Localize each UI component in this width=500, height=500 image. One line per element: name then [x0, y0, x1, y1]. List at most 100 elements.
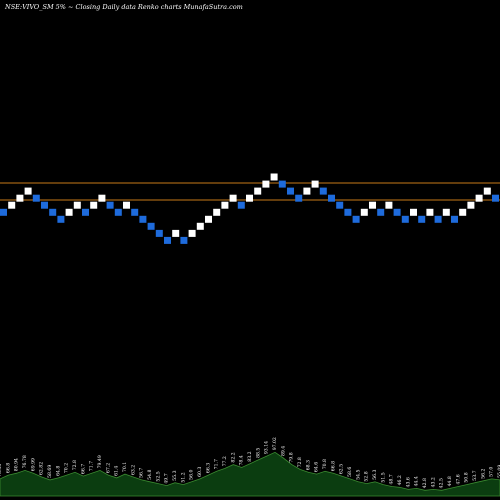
volume-label: 55.09	[497, 465, 500, 478]
renko-brick	[24, 187, 32, 195]
renko-brick	[155, 229, 163, 237]
renko-brick	[8, 201, 16, 209]
volume-label: 43.6	[405, 477, 411, 487]
renko-brick	[426, 208, 434, 216]
volume-label: 54.8	[147, 469, 153, 479]
renko-brick	[106, 201, 114, 209]
volume-label: 63.2	[130, 465, 136, 475]
renko-brick	[287, 187, 294, 195]
volume-label: 62.82	[39, 462, 45, 475]
volume-label: 46.2	[397, 475, 403, 485]
renko-brick	[229, 194, 237, 202]
volume-label: 66.7	[80, 464, 86, 474]
renko-brick	[418, 215, 426, 223]
volume-label: 76.78	[22, 455, 28, 468]
renko-brick	[221, 201, 229, 209]
renko-brick	[82, 208, 89, 216]
renko-brick	[90, 201, 98, 209]
volume-label: 89.4	[280, 446, 286, 456]
renko-brick	[164, 236, 171, 244]
volume-label: 44.8	[447, 476, 453, 486]
renko-brick	[114, 208, 122, 216]
renko-brick	[270, 173, 278, 181]
volume-label: 70.8	[322, 459, 328, 469]
volume-label: 80.94	[14, 458, 20, 471]
renko-brick	[262, 180, 270, 188]
renko-brick	[369, 201, 376, 209]
renko-brick	[434, 215, 442, 223]
renko-brick	[16, 194, 24, 202]
volume-label: 72.8	[72, 460, 78, 470]
volume-label: 56.2	[480, 468, 486, 478]
renko-brick	[49, 208, 57, 216]
renko-brick	[303, 187, 311, 195]
renko-brick	[65, 208, 73, 216]
renko-brick	[295, 194, 303, 202]
volume-label: 78.4	[239, 455, 245, 465]
volume-label: 42.5	[439, 478, 445, 488]
renko-brick	[319, 187, 327, 195]
volume-label: 47.6	[455, 474, 461, 484]
volume-label: 83.2	[247, 451, 253, 461]
renko-brick	[377, 208, 385, 216]
volume-label: 52.8	[364, 471, 370, 481]
renko-brick	[41, 201, 48, 209]
renko-brick	[328, 194, 335, 202]
volume-label: 68.3	[305, 460, 311, 470]
volume-label: 73.35	[0, 464, 3, 477]
renko-brick	[459, 208, 467, 216]
volume-label: 42.8	[422, 478, 428, 488]
volume-label: 64.8	[55, 466, 61, 476]
volume-area	[0, 451, 500, 497]
volume-label: 53.7	[472, 470, 478, 480]
renko-brick	[410, 208, 417, 216]
renko-brick	[385, 201, 393, 209]
volume-label: 64.6	[314, 462, 320, 472]
volume-label: 61.4	[114, 466, 120, 476]
volume-label: 58.6	[347, 467, 353, 477]
volume-label: 66.8	[330, 461, 336, 471]
volume-label: 51.2	[180, 472, 186, 482]
chart-title: NSE:VIVO_SM 5% ~ Closing Daily data Renk…	[4, 3, 243, 11]
renko-brick	[32, 194, 40, 202]
renko-brick	[393, 208, 401, 216]
renko-brick	[336, 201, 344, 209]
renko-brick	[492, 194, 499, 202]
volume-label: 62.5	[339, 464, 345, 474]
renko-brick	[188, 229, 196, 237]
renko-brick	[254, 187, 262, 195]
volume-area-path	[0, 451, 500, 497]
renko-brick	[442, 208, 450, 216]
renko-brick	[467, 201, 475, 209]
volume-label: 88.5	[255, 448, 261, 458]
renko-brick	[401, 215, 409, 223]
renko-brick	[172, 229, 180, 237]
volume-label: 58.69	[47, 465, 53, 478]
renko-brick	[237, 201, 245, 209]
volume-label: 79.8	[289, 452, 295, 462]
renko-brick	[311, 180, 319, 188]
renko-brick	[196, 222, 204, 230]
volume-label: 56.3	[372, 469, 378, 479]
renko-brick	[180, 236, 188, 244]
volume-label: 50.8	[464, 472, 470, 482]
renko-brick	[73, 201, 81, 209]
renko-brick	[98, 194, 106, 202]
volume-label: 66.8	[5, 463, 11, 473]
volume-label: 52.5	[155, 471, 161, 481]
volume-label: 77.2	[222, 456, 228, 466]
volume-label: 66.3	[205, 463, 211, 473]
renko-brick	[360, 208, 368, 216]
volume-label: 49.7	[164, 473, 170, 483]
renko-brick	[213, 208, 221, 216]
renko-brick	[483, 187, 491, 195]
volume-label: 70.1	[122, 462, 128, 472]
volume-label: 56.0	[189, 469, 195, 479]
renko-brick	[352, 215, 360, 223]
renko-brick	[57, 215, 65, 223]
renko-brick	[475, 194, 483, 202]
volume-label: 93.14	[264, 441, 270, 454]
volume-label: 56.7	[139, 468, 145, 478]
volume-label: 54.5	[355, 469, 361, 479]
